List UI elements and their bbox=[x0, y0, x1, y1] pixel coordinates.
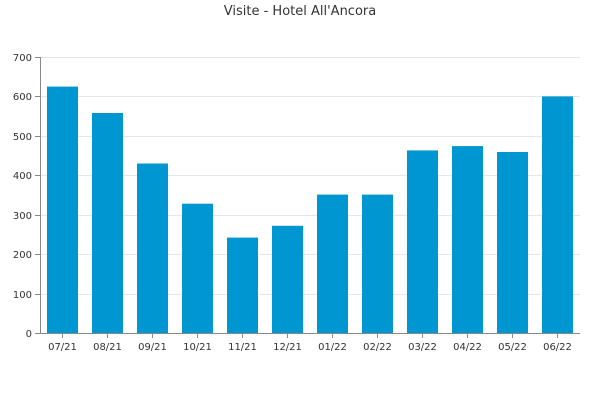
x-tick-label: 09/21 bbox=[138, 342, 167, 353]
bar-12-21 bbox=[272, 225, 303, 333]
bar-06-22 bbox=[542, 96, 573, 334]
y-tick-label: 500 bbox=[13, 132, 32, 143]
x-tick-label: 10/21 bbox=[183, 342, 212, 353]
bar-series bbox=[47, 86, 573, 334]
bar-07-21 bbox=[47, 86, 78, 333]
y-tick-label: 700 bbox=[13, 53, 32, 64]
x-tick-label: 02/22 bbox=[363, 342, 392, 353]
x-tick-label: 12/21 bbox=[273, 342, 302, 353]
bar-02-22 bbox=[362, 194, 393, 333]
x-tick-label: 08/21 bbox=[93, 342, 122, 353]
y-tick-label: 600 bbox=[13, 92, 32, 103]
y-tick-label: 300 bbox=[13, 211, 32, 222]
bar-01-22 bbox=[317, 194, 348, 333]
y-tick-label: 0 bbox=[26, 329, 32, 340]
x-tick-label: 06/22 bbox=[543, 342, 572, 353]
bar-11-21 bbox=[227, 237, 258, 333]
y-tick-labels: 0 100 200 300 400 500 600 700 bbox=[13, 53, 32, 340]
x-tick-label: 11/21 bbox=[228, 342, 257, 353]
axes bbox=[35, 57, 580, 338]
x-tick-label: 03/22 bbox=[408, 342, 437, 353]
bar-05-22 bbox=[497, 152, 528, 333]
bar-10-21 bbox=[182, 203, 213, 333]
x-tick-label: 04/22 bbox=[453, 342, 482, 353]
x-tick-label: 05/22 bbox=[498, 342, 527, 353]
x-tick-label: 01/22 bbox=[318, 342, 347, 353]
y-tick-label: 200 bbox=[13, 250, 32, 261]
x-tick-labels: 07/21 08/21 09/21 10/21 11/21 12/21 01/22 02/22… bbox=[48, 342, 572, 353]
bar-08-21 bbox=[92, 113, 123, 333]
chart-title: Visite - Hotel All'Ancora bbox=[224, 4, 376, 19]
y-tick-label: 400 bbox=[13, 171, 32, 182]
bar-04-22 bbox=[452, 146, 483, 333]
y-tick-label: 100 bbox=[13, 290, 32, 301]
bar-03-22 bbox=[407, 150, 438, 333]
gridlines bbox=[40, 57, 580, 295]
x-tick-label: 07/21 bbox=[48, 342, 77, 353]
bar-09-21 bbox=[137, 163, 168, 333]
